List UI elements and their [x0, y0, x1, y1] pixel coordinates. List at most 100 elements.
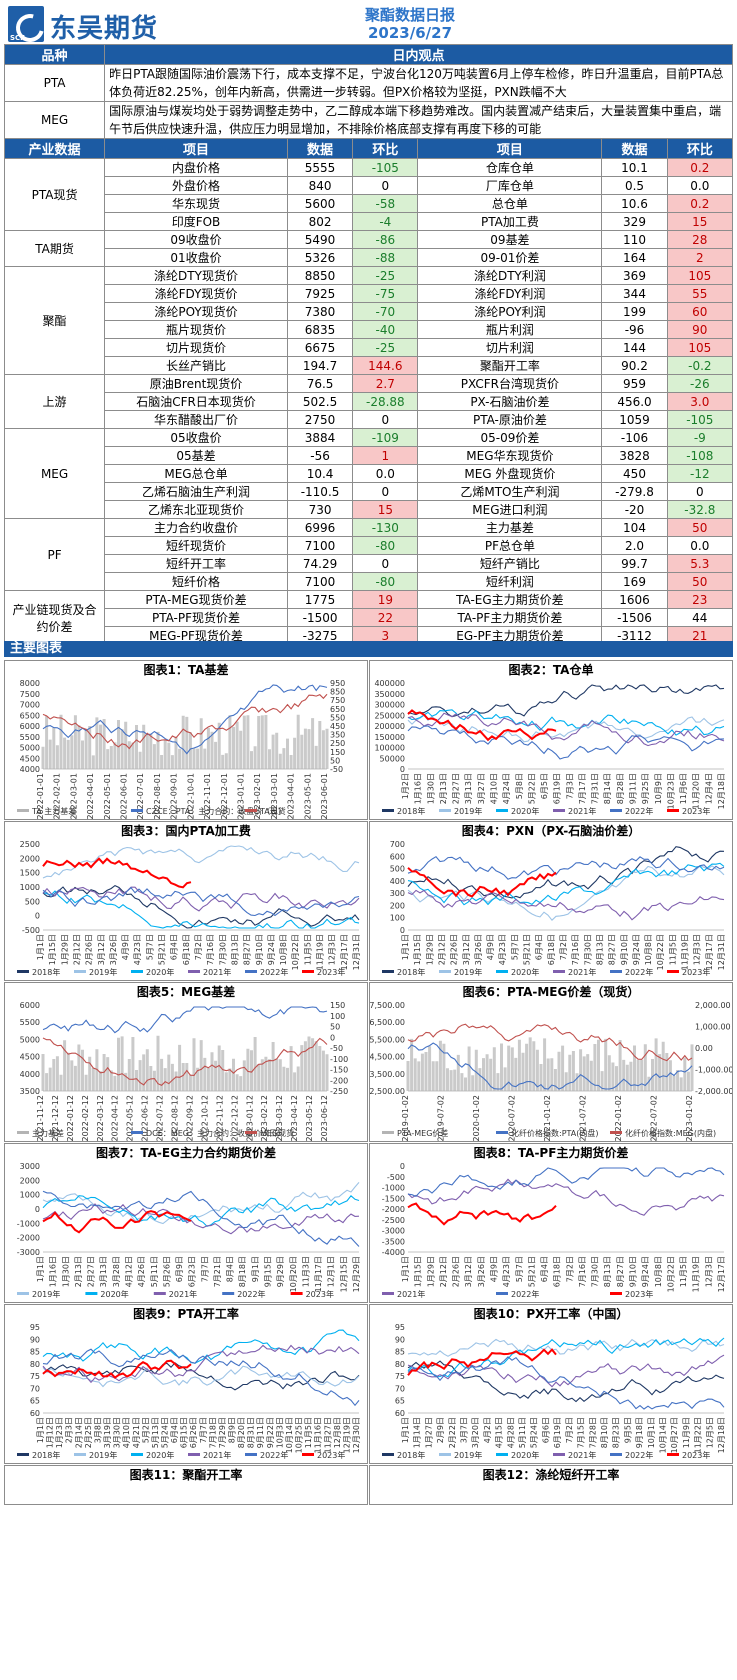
legend-swatch: [496, 1453, 508, 1456]
x-tick-label: 7月16日: [578, 1256, 587, 1287]
x-tick-label: 2月13日: [74, 1256, 83, 1287]
y-tick-label: 5500: [20, 1018, 40, 1027]
y-tick-label: 2500: [20, 840, 40, 849]
chart-title: 图表1：TA基差: [143, 663, 229, 677]
x-tick-label: 2023-01-12: [245, 1095, 254, 1141]
item-name: 切片现货价: [104, 338, 288, 357]
item-name: 短纤开工率: [104, 554, 288, 573]
y-tick-label: 70: [395, 1384, 405, 1393]
x-tick-label: 2022-01-12: [66, 1095, 75, 1141]
x-tick-label: 2月14日: [74, 1417, 83, 1448]
y-tick-label: 6000: [20, 722, 40, 731]
item-value: 730: [286, 500, 354, 519]
item-change: 0.2: [666, 158, 734, 177]
legend-swatch: [245, 1453, 257, 1456]
item-name: 长丝产销比: [104, 356, 288, 375]
x-tick-label: 2023-06-01: [320, 773, 329, 819]
x-tick-label: 2月12日: [72, 934, 81, 965]
x-tick-label: 7月28日: [588, 1417, 597, 1448]
x-tick-label: 12月1日: [327, 1256, 336, 1287]
chart-svg: 2,500.00 3,500.00 4,500.00 5,500.00 6,500.00…: [370, 1001, 732, 1141]
x-tick-label: 2月26日: [85, 934, 94, 965]
legend-swatch: [610, 809, 622, 812]
legend-swatch: [553, 1453, 565, 1456]
table-header: 数据: [601, 138, 668, 159]
y2-tick-label: 0: [330, 1033, 335, 1042]
item-change: 144.6: [352, 356, 419, 375]
legend-swatch: [610, 1453, 622, 1456]
x-tick-label: 2月26日: [450, 934, 459, 965]
series-line: [42, 1195, 360, 1228]
x-tick-label: 2022-07-01: [136, 773, 145, 819]
legend-label: 2022年: [260, 967, 288, 977]
x-tick-label: 10月22日: [666, 1256, 675, 1292]
item-name: PXCFR台湾现货价: [417, 374, 603, 393]
x-tick-label: 6月23日: [188, 1256, 197, 1287]
x-tick-label: 3月27日: [477, 773, 486, 804]
item-value: 2.0: [601, 536, 668, 555]
y-tick-label: 4500: [20, 754, 40, 763]
legend-label: 2023年: [682, 967, 710, 977]
item-name: 主力基差: [417, 518, 603, 537]
x-tick-label: 9月29日: [276, 1256, 285, 1287]
series-area: [406, 1037, 694, 1091]
y-tick-label: 4,500.00: [370, 1053, 405, 1062]
table-row: 华东现货 5600 -58 总仓单 10.6 0.2: [5, 194, 734, 213]
chart-c2: 图表2：TA仓单 0 50000 100000 150000 200000 250000 30…: [369, 660, 733, 820]
series-line: [407, 725, 725, 760]
category-cell: MEG: [3, 428, 106, 519]
view-row-text: 昨日PTA跟随国际油价震荡下行，成本支撑不足，宁波台化120万吨装置6月上停车检…: [104, 64, 733, 102]
x-tick-label: 10月23日: [666, 773, 675, 809]
legend-swatch: [17, 1131, 29, 1134]
legend-label: TA现货: [259, 806, 286, 816]
legend-label: CZCE：PTA：主力合约：收盘价（日）: [146, 806, 286, 816]
legend-swatch: [302, 1453, 314, 1456]
legend-swatch: [17, 809, 29, 812]
item-value: 329: [601, 212, 668, 231]
series-line: [407, 1354, 725, 1388]
x-tick-label: 10月3日: [275, 1417, 284, 1448]
chart-svg: 0 100 200 300 400 500 600 700 1月1日 1月15日 1月29日 2月12…: [382, 840, 726, 977]
table-header: 产业数据: [3, 138, 106, 159]
x-tick-label: 3月12日: [462, 934, 471, 965]
x-tick-label: 2023-05-01: [303, 773, 312, 819]
legend-label: TA 主力基差: [31, 806, 76, 816]
x-tick-label: 1月2日: [401, 773, 410, 799]
y-tick-label: 350000: [374, 690, 405, 699]
x-tick-label: 1月29日: [425, 934, 434, 965]
x-tick-label: 6月4日: [170, 934, 179, 960]
legend-swatch: [302, 970, 314, 973]
item-name: 短纤现货价: [104, 536, 288, 555]
x-tick-label: 12月4日: [704, 773, 713, 804]
x-tick-label: 9月15日: [264, 1256, 273, 1287]
item-value: 802: [286, 212, 354, 231]
y-tick-label: 60: [395, 1409, 405, 1418]
legend-swatch: [17, 970, 29, 973]
item-change: -58: [352, 194, 419, 213]
x-tick-label: 11月5日: [668, 934, 677, 965]
x-tick-label: 2月26日: [452, 1256, 461, 1287]
x-tick-label: 10月8日: [654, 1256, 663, 1287]
item-name: 涤纶DTY现货价: [104, 266, 288, 285]
item-value: 6835: [286, 320, 354, 339]
x-tick-label: 12月30日: [352, 1417, 361, 1453]
legend-label: 2022年: [625, 1450, 653, 1460]
item-change: 90: [666, 320, 734, 339]
x-tick-label: 4月24日: [502, 773, 511, 804]
x-tick-label: 11月20日: [692, 773, 701, 809]
table-header: 环比: [352, 138, 419, 159]
x-tick-label: 2020-07-02: [508, 1095, 517, 1141]
x-tick-label: 9月11日: [629, 773, 638, 804]
y-tick-label: 0: [400, 765, 405, 774]
legend-swatch: [439, 809, 451, 812]
item-name: 乙烯石脑油生产利润: [104, 482, 288, 501]
x-tick-label: 8月4日: [226, 1256, 235, 1282]
x-tick-label: 1月14日: [413, 1417, 422, 1448]
series-line: [42, 1344, 360, 1384]
item-name: 原油Brent现货价: [104, 374, 288, 393]
x-tick-label: 6月4日: [535, 934, 544, 960]
x-tick-label: 1月12日: [46, 1417, 55, 1448]
x-tick-label: 2022-10-01: [186, 773, 195, 819]
y-tick-label: 65: [395, 1397, 405, 1406]
